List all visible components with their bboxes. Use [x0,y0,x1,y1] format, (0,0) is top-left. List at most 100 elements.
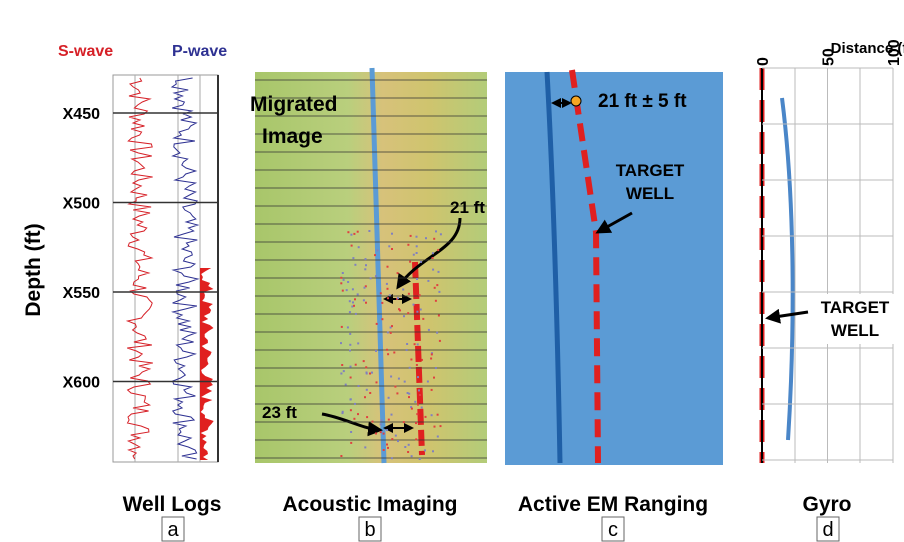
speckle [343,370,345,372]
speckle [352,301,354,303]
speckle [432,257,434,259]
speckle [408,293,410,295]
speckle [387,297,389,299]
speckle [430,358,432,360]
speckle [440,233,442,235]
legend-p-wave: P-wave [172,43,227,60]
annotation: WELL [626,184,674,203]
speckle [422,318,424,320]
speckle [419,294,421,296]
speckle [354,298,356,300]
speckle [417,376,419,378]
speckle [416,252,418,254]
speckle [387,447,389,449]
speckle [410,235,412,237]
well-logs-panel [113,75,218,462]
speckle [381,318,383,320]
speckle [416,364,418,366]
speckle [440,425,442,427]
speckle [403,315,405,317]
speckle [413,254,415,256]
speckle [432,269,434,271]
speckle [420,261,422,263]
speckle [407,451,409,453]
speckle [395,435,397,437]
panel-title: Gyro [802,493,851,516]
speckle [386,283,388,285]
speckle [408,444,410,446]
speckle [397,272,399,274]
panel-letter: c [608,519,618,541]
speckle [431,414,433,416]
speckle [380,419,382,421]
speckle [408,396,410,398]
speckle [352,288,354,290]
annotation: Image [262,125,323,148]
speckle [411,455,413,457]
speckle [410,359,412,361]
speckle [383,449,385,451]
x-tick-label: 0 [755,57,772,66]
legend-s-wave: S-wave [58,43,113,60]
speckle [374,254,376,256]
speckle [415,422,417,424]
speckle [350,409,352,411]
speckle [350,398,352,400]
speckle [369,392,371,394]
speckle [375,275,377,277]
speckle [366,373,368,375]
speckle [349,333,351,335]
speckle [416,236,418,238]
speckle [340,277,342,279]
speckle [389,294,391,296]
gyro-panel [762,68,893,463]
speckle [439,340,441,342]
speckle [431,353,433,355]
speckle [409,367,411,369]
speckle [364,287,366,289]
speckle [390,332,392,334]
speckle [433,377,435,379]
speckle [363,360,365,362]
y-tick-label: X450 [63,106,100,123]
speckle [357,293,359,295]
speckle [363,299,365,301]
speckle [414,401,416,403]
speckle [364,396,366,398]
speckle [397,297,399,299]
speckle [347,231,349,233]
speckle [352,257,354,259]
speckle [357,231,359,233]
speckle [345,384,347,386]
speckle [438,315,440,317]
speckle [436,332,438,334]
speckle [427,381,429,383]
speckle [365,366,367,368]
speckle [390,376,392,378]
speckle [386,444,388,446]
annotation: 23 ft [262,403,297,422]
annotation: WELL [831,321,879,340]
speckle [386,429,388,431]
panel-title: Active EM Ranging [518,493,708,516]
speckle [349,300,351,302]
y-tick-label: X550 [63,285,100,302]
speckle [364,446,366,448]
speckle [418,389,420,391]
panel-letter: b [364,519,375,541]
speckle [383,433,385,435]
speckle [386,349,388,351]
speckle [421,407,423,409]
speckle [433,238,435,240]
speckle [340,282,342,284]
speckle [403,421,405,423]
speckle [407,244,409,246]
speckle [350,366,352,368]
speckle [381,302,383,304]
speckle [350,234,352,236]
speckle [404,446,406,448]
speckle [357,342,359,344]
speckle [407,312,409,314]
speckle [366,416,368,418]
speckle [437,249,439,251]
